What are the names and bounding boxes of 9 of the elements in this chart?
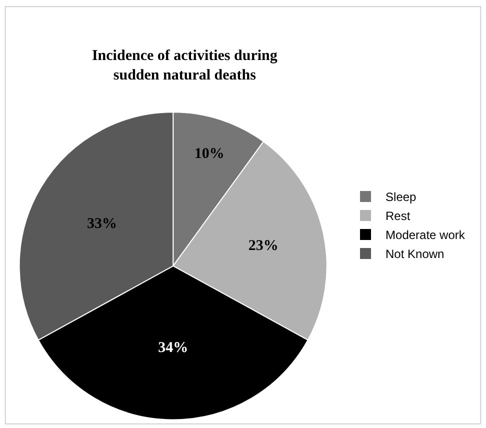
data-label: 34%	[158, 340, 188, 356]
data-label: 10%	[194, 146, 224, 162]
legend-label: Not Known	[386, 247, 444, 262]
data-label: 33%	[86, 216, 117, 232]
legend-label: Sleep	[386, 190, 417, 204]
legend-label: Rest	[386, 209, 411, 224]
legend-label: Moderate work	[386, 228, 466, 242]
data-label: 23%	[248, 238, 278, 254]
chart-title: Incidence of activities during sudden natural deaths	[92, 48, 278, 84]
